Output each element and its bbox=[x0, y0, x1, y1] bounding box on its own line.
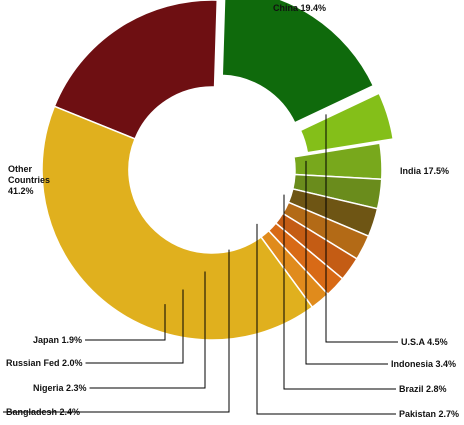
labels-layer: China 19.4% India 17.5% U.S.A 4.5% Indonesi… bbox=[6, 3, 459, 419]
label-japan: Japan 1.9% bbox=[33, 335, 82, 345]
leader-lines-layer bbox=[3, 114, 398, 415]
slice-u-s-a bbox=[299, 92, 395, 154]
label-china: China 19.4% bbox=[273, 3, 326, 13]
label-india: India 17.5% bbox=[400, 166, 449, 176]
label-bangladesh: Bangladesh 2.4% bbox=[6, 407, 80, 417]
leader-line-nigeria bbox=[89, 271, 206, 389]
label-brazil: Brazil 2.8% bbox=[399, 384, 447, 394]
leader-line-brazil bbox=[283, 194, 396, 390]
slices-layer bbox=[41, 0, 395, 341]
leader-line-pakistan bbox=[256, 223, 396, 415]
label-other-countries-line-1: Other bbox=[8, 164, 33, 174]
label-u-s-a: U.S.A 4.5% bbox=[401, 337, 448, 347]
slice-china bbox=[53, 0, 219, 140]
label-russian-fed: Russian Fed 2.0% bbox=[6, 358, 83, 368]
leader-line-indonesia bbox=[305, 160, 388, 365]
label-indonesia: Indonesia 3.4% bbox=[391, 359, 456, 369]
leader-line-russian-fed bbox=[85, 289, 184, 364]
leader-line-u-s-a bbox=[325, 114, 398, 343]
label-other-countries-line-3: 41.2% bbox=[8, 186, 34, 196]
label-nigeria: Nigeria 2.3% bbox=[33, 383, 87, 393]
leader-line-bangladesh bbox=[3, 249, 230, 413]
label-pakistan: Pakistan 2.7% bbox=[399, 409, 459, 419]
slice-india bbox=[221, 0, 375, 124]
label-other-countries-line-2: Countries bbox=[8, 175, 50, 185]
slice-other-countries bbox=[41, 105, 314, 341]
leader-line-japan bbox=[85, 304, 166, 341]
